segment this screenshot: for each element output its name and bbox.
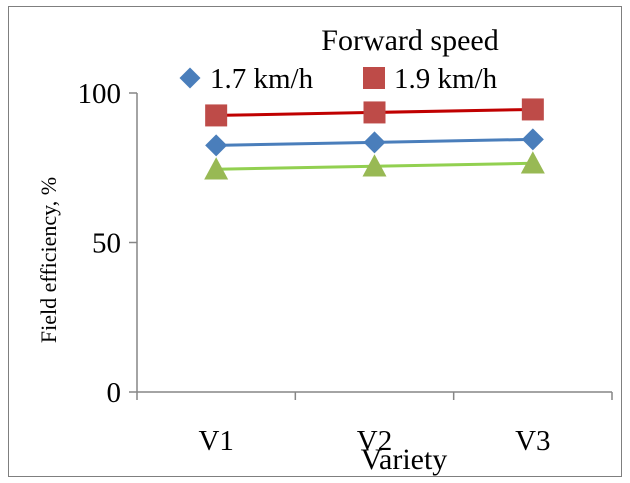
chart-frame [8,6,622,477]
data-point [520,151,545,174]
x-tick-label: V2 [357,425,392,457]
x-axis-label: Variety [361,443,448,476]
legend-label: 1.7 km/h [210,63,314,95]
data-point [363,131,386,154]
data-point [363,101,386,124]
data-point [521,98,544,121]
legend-title: Forward speed [321,24,498,57]
x-tick-label: V1 [198,425,233,457]
data-point [204,157,229,180]
data-point [362,154,387,177]
legend-label: 1.9 km/h [394,63,498,95]
data-point [521,128,544,151]
x-tick-label: V3 [515,425,550,457]
legend-item: 1.9 km/h [363,63,498,95]
legend-marker [363,67,385,89]
legend-marker [179,67,201,89]
x-axis: V1 V2 V3 [136,391,613,457]
series-2 [205,98,544,127]
y-tick-label: 0 [107,377,122,409]
legend: 1.7 km/h 1.9 km/h [179,63,498,95]
legend-item: 1.7 km/h [179,63,314,95]
data-point [205,134,228,157]
y-axis: 0 50 100 [78,78,138,409]
series-layer [204,98,545,180]
y-axis-label: Field efficiency, % [36,177,61,343]
y-tick-label: 100 [78,78,122,110]
series-1 [205,128,544,157]
data-point [205,104,228,127]
series-3 [204,151,545,180]
y-tick-label: 50 [92,228,121,260]
